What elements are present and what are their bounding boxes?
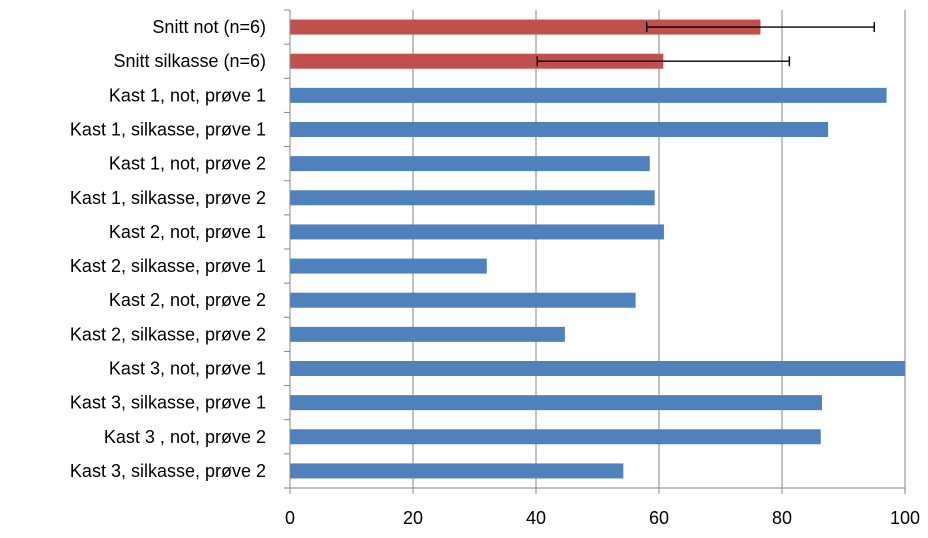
x-tick-label-100: 100	[890, 508, 920, 528]
bar-2	[290, 87, 887, 103]
category-label-10: Kast 3, not, prøve 1	[109, 359, 266, 379]
x-tick-label-20: 20	[403, 508, 423, 528]
category-label-12: Kast 3 , not, prøve 2	[104, 427, 266, 447]
category-label-0: Snitt not (n=6)	[152, 17, 266, 37]
bar-8	[290, 292, 636, 308]
category-label-7: Kast 2, silkasse, prøve 1	[70, 256, 266, 276]
bar-6	[290, 224, 664, 240]
bar-13	[290, 463, 624, 479]
x-tick-label-80: 80	[772, 508, 792, 528]
bar-5	[290, 190, 655, 206]
gridlines	[412, 10, 906, 488]
category-label-13: Kast 3, silkasse, prøve 2	[70, 461, 266, 481]
bar-0	[290, 19, 761, 35]
category-label-11: Kast 3, silkasse, prøve 1	[70, 393, 266, 413]
bars	[290, 19, 905, 479]
category-label-2: Kast 1, not, prøve 1	[109, 85, 266, 105]
bar-11	[290, 395, 822, 411]
bar-7	[290, 258, 487, 274]
category-label-3: Kast 1, silkasse, prøve 1	[70, 120, 266, 140]
bar-12	[290, 429, 821, 445]
bar-4	[290, 156, 650, 172]
category-label-1: Snitt silkasse (n=6)	[113, 51, 266, 71]
x-tick-label-0: 0	[285, 508, 295, 528]
category-label-8: Kast 2, not, prøve 2	[109, 290, 266, 310]
x-tick-label-60: 60	[649, 508, 669, 528]
x-tick-label-40: 40	[526, 508, 546, 528]
axes	[284, 9, 906, 494]
bar-1	[290, 53, 664, 69]
error-bars	[536, 22, 875, 67]
category-label-6: Kast 2, not, prøve 1	[109, 222, 266, 242]
category-label-4: Kast 1, not, prøve 2	[109, 154, 266, 174]
bar-10	[290, 361, 905, 376]
category-label-9: Kast 2, silkasse, prøve 2	[70, 324, 266, 344]
labels: Snitt not (n=6) Snitt silkasse (n=6) Kast …	[70, 17, 920, 528]
bar-3	[290, 122, 829, 137]
bar-9	[290, 326, 565, 342]
category-label-5: Kast 1, silkasse, prøve 2	[70, 188, 266, 208]
